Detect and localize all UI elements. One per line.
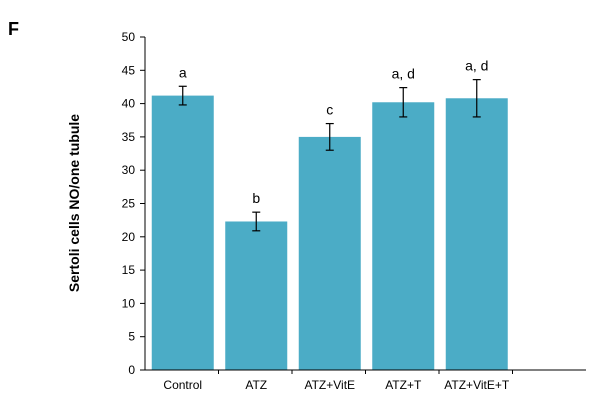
panel-label: F: [8, 19, 19, 39]
error-bar: [399, 87, 408, 118]
significance-label: b: [252, 190, 260, 206]
x-tick-label: ATZ: [245, 378, 267, 392]
significance-label: c: [326, 102, 333, 118]
error-bar: [472, 79, 481, 118]
y-tick-label: 40: [122, 97, 136, 111]
x-tick-label: ATZ+VitE+T: [444, 378, 510, 392]
y-tick-label: 10: [122, 296, 136, 310]
y-tick-label: 25: [122, 197, 136, 211]
x-tick-label: Control: [163, 378, 202, 392]
bars-layer: [151, 95, 508, 370]
bar: [372, 102, 435, 370]
y-tick-label: 5: [128, 330, 135, 344]
bar: [225, 221, 288, 370]
y-tick-label: 35: [122, 130, 136, 144]
error-bar: [252, 211, 261, 232]
significance-label: a, d: [465, 58, 488, 74]
bar: [298, 136, 361, 370]
bar: [445, 98, 508, 370]
significance-labels-layer: a b c a, d a, d: [179, 58, 489, 207]
y-tick-label: 0: [128, 363, 135, 377]
error-bar: [178, 85, 187, 106]
y-tick-label: 15: [122, 263, 136, 277]
y-tick-label: 20: [122, 230, 136, 244]
error-bar: [325, 122, 334, 151]
bar: [151, 95, 214, 370]
y-tick-label: 45: [122, 63, 136, 77]
x-tick-label: ATZ+VitE: [304, 378, 355, 392]
x-tick-label: ATZ+T: [385, 378, 422, 392]
y-ticks-layer: 0 5 10 15 20 25 30 35 40 45 50: [122, 30, 145, 377]
significance-label: a, d: [392, 66, 415, 82]
error-bars-layer: [178, 79, 481, 232]
y-tick-label: 30: [122, 163, 136, 177]
y-tick-label: 50: [122, 30, 136, 44]
x-tick-labels-layer: Control ATZ ATZ+VitE ATZ+T ATZ+VitE+T: [163, 370, 513, 392]
y-axis-label: Sertoli cells NO/one tubule: [66, 114, 82, 292]
significance-label: a: [179, 64, 187, 80]
